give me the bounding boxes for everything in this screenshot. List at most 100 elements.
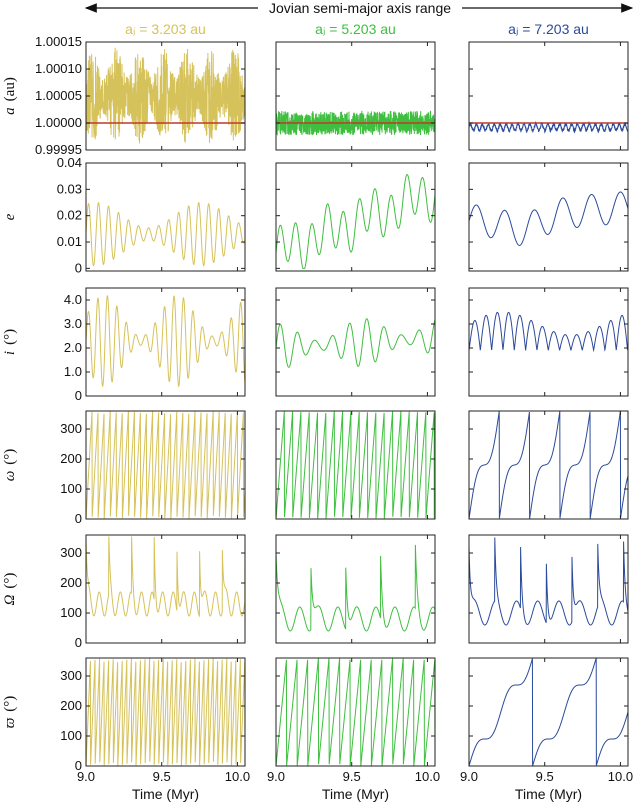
ytick-label: 0	[75, 758, 82, 773]
panel-frame	[275, 287, 436, 397]
ytick-label: 100	[60, 481, 82, 496]
panel-omega-col-3	[468, 410, 629, 520]
ytick-label: 1.0	[64, 364, 82, 379]
ytick-label: 200	[60, 575, 82, 590]
panel-Omega-col-1: 0 100 200 300	[60, 534, 246, 650]
ytick-label: 100	[60, 728, 82, 743]
panel-a-col-1: 0.99995 1.00000 1.00005 1.00010 1.00015	[35, 34, 246, 157]
ytick-label: 0.03	[57, 181, 82, 196]
panel-frame	[85, 534, 246, 644]
panel-a-col-2	[275, 41, 436, 151]
ytick-label: 0.02	[57, 208, 82, 223]
panel-frame	[275, 534, 436, 644]
ytick-label: 100	[60, 605, 82, 620]
xtick-label: 9.5	[343, 769, 361, 784]
series-e-col-1	[86, 201, 245, 267]
series-Omega-col-3	[469, 537, 628, 626]
panel-frame	[275, 410, 436, 520]
series-e-col-3	[469, 191, 628, 246]
panel-varpi-col-2: 9.0 9.5 10.0 Time (Myr)	[267, 657, 440, 802]
xlabel-col-2: Time (Myr)	[322, 786, 389, 802]
panel-frame	[468, 162, 629, 272]
ytick-label: 1.00000	[35, 115, 82, 130]
ylabel-a: a(au)	[2, 77, 18, 115]
series-a-col-1	[86, 47, 245, 144]
panel-Omega-col-2	[275, 534, 436, 644]
ylabel-Omega: Ω(°)	[2, 573, 18, 606]
panel-e-col-2	[275, 162, 436, 272]
xtick-label: 10.0	[608, 769, 633, 784]
ytick-label: 200	[60, 698, 82, 713]
ytick-label: 2.0	[64, 340, 82, 355]
ytick-label: 0	[75, 635, 82, 650]
series-e-col-2	[276, 174, 435, 269]
column-title-1: aⱼ = 3.203 au	[125, 21, 206, 37]
panel-frame	[468, 657, 629, 767]
panel-frame	[468, 41, 629, 151]
panel-frame	[468, 534, 629, 644]
series-i-col-2	[276, 318, 435, 368]
ytick-label: 3.0	[64, 316, 82, 331]
panel-frame	[468, 287, 629, 397]
ytick-label: 300	[60, 421, 82, 436]
panel-frame	[468, 410, 629, 520]
ytick-label: 0	[75, 511, 82, 526]
xlabel-col-1: Time (Myr)	[132, 786, 199, 802]
ytick-label: 0	[75, 388, 82, 403]
ytick-label: 1.00005	[35, 88, 82, 103]
panel-a-col-3	[468, 41, 629, 151]
ytick-label: 200	[60, 451, 82, 466]
xtick-label: 9.5	[153, 769, 171, 784]
ytick-label: 300	[60, 668, 82, 683]
column-title-2: aⱼ = 5.203 au	[315, 21, 396, 37]
xtick-label: 10.0	[415, 769, 440, 784]
ytick-label: 300	[60, 545, 82, 560]
panel-omega-col-1: 0 100 200 300	[60, 410, 246, 526]
ylabel-i: i(°)	[2, 329, 18, 355]
column-title-3: aⱼ = 7.203 au	[508, 21, 589, 37]
series-Omega-col-2	[276, 544, 435, 632]
panel-i-col-3	[468, 287, 629, 397]
top-arrow: Jovian semi-major axis range	[84, 0, 634, 16]
xlabel-col-3: Time (Myr)	[515, 786, 582, 802]
panel-omega-col-2	[275, 410, 436, 520]
panel-i-col-1: 0 1.0 2.0 3.0 4.0	[64, 287, 246, 403]
xtick-label: 10.0	[225, 769, 250, 784]
series-omega-col-1	[86, 411, 245, 519]
series-omega-col-3	[469, 411, 628, 519]
panel-varpi-col-3: 9.0 9.5 10.0 Time (Myr)	[460, 657, 633, 802]
panel-frame	[275, 657, 436, 767]
ytick-label: 0.04	[57, 155, 82, 170]
ytick-label: 0.01	[57, 234, 82, 249]
xtick-label: 9.0	[460, 769, 478, 784]
panel-e-col-3	[468, 162, 629, 272]
panel-frame	[85, 287, 246, 397]
figure-title: Jovian semi-major axis range	[269, 0, 451, 16]
ytick-label: 0	[75, 260, 82, 275]
series-varpi-col-1	[86, 658, 245, 766]
panel-Omega-col-3	[468, 534, 629, 644]
ylabel-omega: ω(°)	[2, 449, 18, 482]
ylabel-varpi: ϖ(°)	[2, 696, 18, 729]
xtick-label: 9.0	[77, 769, 95, 784]
ytick-label: 0.99995	[35, 142, 82, 157]
series-i-col-3	[469, 311, 628, 353]
series-a-col-3	[469, 120, 628, 134]
series-Omega-col-1	[86, 536, 245, 618]
xtick-label: 9.0	[267, 769, 285, 784]
series-omega-col-2	[276, 411, 435, 519]
series-varpi-col-3	[469, 658, 628, 766]
ytick-label: 1.00010	[35, 61, 82, 76]
panel-frame	[85, 410, 246, 520]
xtick-label: 9.5	[536, 769, 554, 784]
panel-varpi-col-1: 0 100 200 300 9.0 9.5 10.0 Time (Myr)	[60, 657, 250, 802]
ytick-label: 1.00015	[35, 34, 82, 49]
series-i-col-1	[86, 294, 245, 388]
series-varpi-col-2	[276, 658, 435, 766]
ylabel-e: e	[2, 213, 18, 220]
ytick-label: 4.0	[64, 292, 82, 307]
panel-i-col-2	[275, 287, 436, 397]
panel-e-col-1: 0 0.01 0.02 0.03 0.04	[57, 155, 246, 275]
panel-frame	[275, 162, 436, 272]
